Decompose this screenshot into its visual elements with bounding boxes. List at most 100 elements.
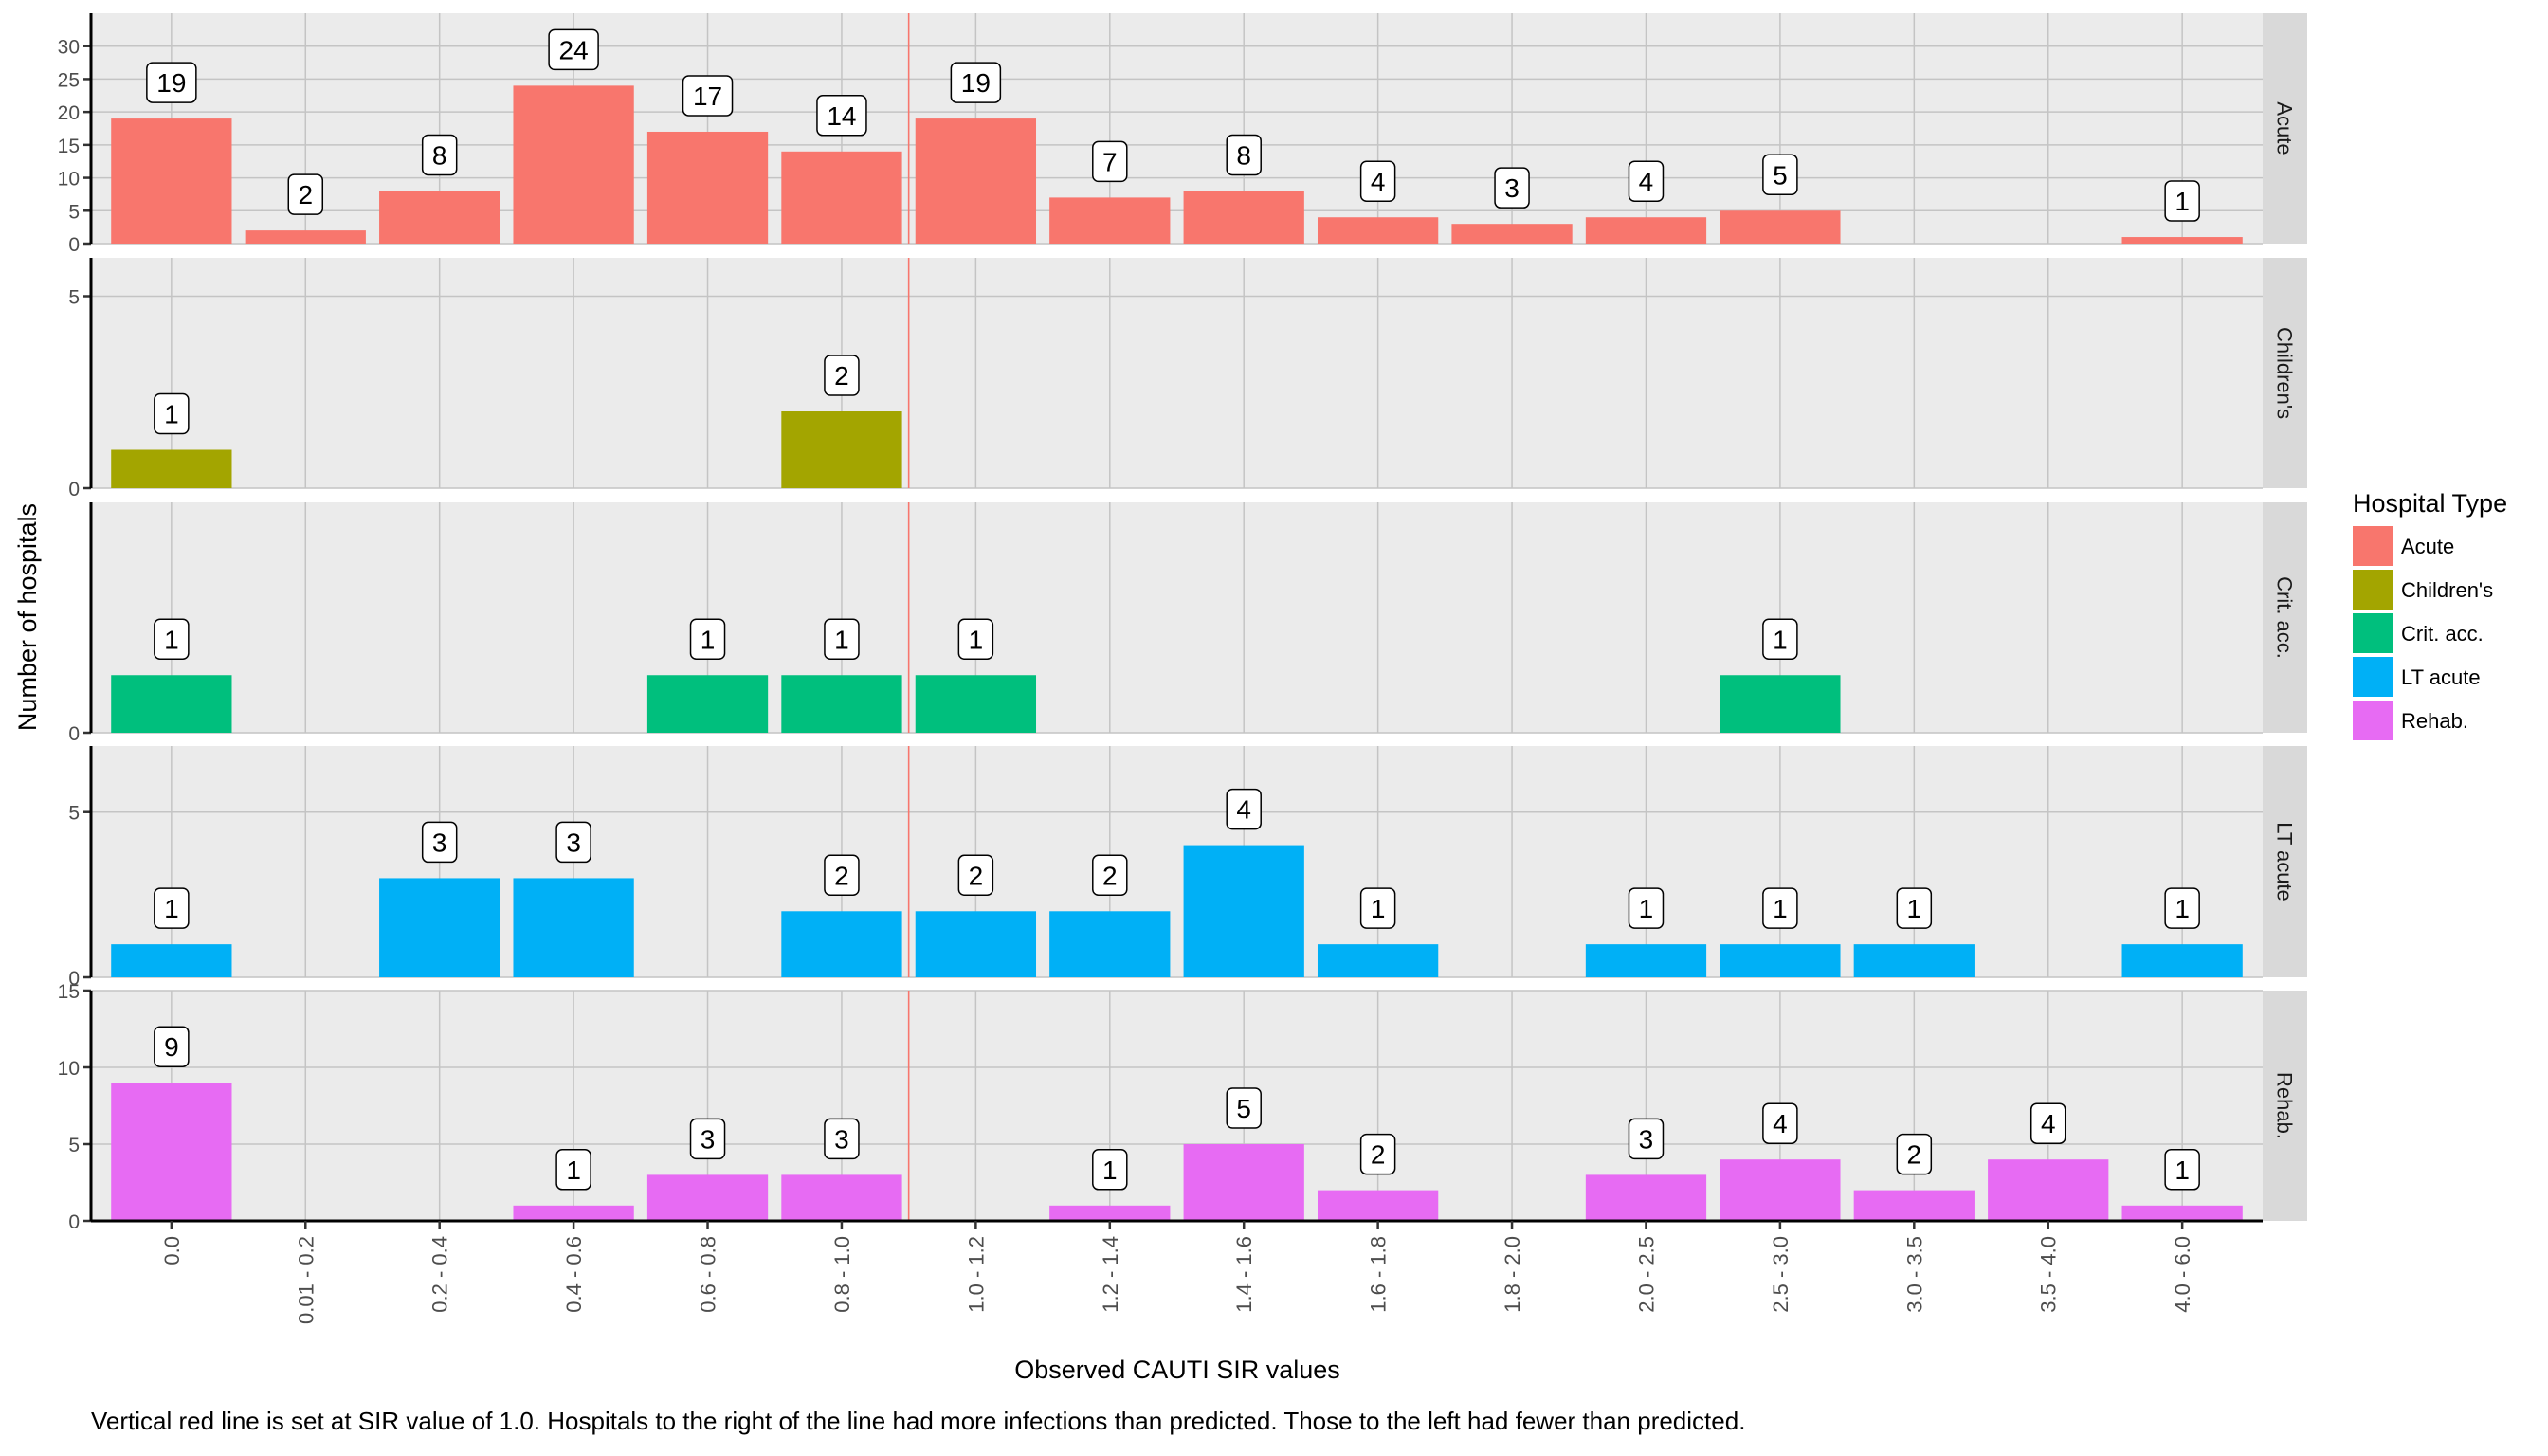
value-label-box: [2164, 887, 2200, 929]
value-label-text: 2: [834, 861, 849, 890]
value-label-box: [1628, 1118, 1665, 1160]
facet-strip: [2263, 13, 2307, 244]
value-label-box: [1092, 854, 1128, 897]
value-label: 1: [1762, 618, 1798, 660]
bar-crit-acc-0-8-1-0: [781, 675, 902, 733]
bar-acute-0-4-0-6: [513, 85, 634, 244]
value-label: 2: [1092, 854, 1128, 897]
bar-acute-2-0-2-5: [1585, 217, 1707, 244]
value-label: 1: [1359, 887, 1396, 929]
facet-strip: [2263, 258, 2307, 488]
value-label-text: 4: [1236, 795, 1251, 825]
value-label: 1: [154, 887, 190, 929]
value-label-box: [1494, 167, 1530, 209]
bar-crit-acc-2-5-3-0: [1720, 675, 1841, 733]
x-tick-label: 0.8 - 1.0: [830, 1236, 854, 1313]
bar-rehab-1-2-1-4: [1049, 1205, 1171, 1221]
panel-crit-acc: 0 1 1 1 1 1 Crit. acc.: [68, 502, 2307, 745]
value-label-text: 3: [432, 828, 447, 857]
bar-children-s-0-0: [111, 449, 232, 488]
y-tick-label: 5: [68, 803, 80, 825]
legend-items: Acute Children's Crit. acc. LT acute Rehab.: [2353, 526, 2493, 740]
bar-rehab-2-0-2-5: [1585, 1174, 1707, 1221]
x-tick-label: 2.0 - 2.5: [1634, 1236, 1658, 1313]
value-label-text: 1: [701, 625, 716, 654]
bar-lt-acute-0-0: [111, 944, 232, 977]
value-label: 3: [421, 821, 458, 864]
legend-label: Crit. acc.: [2401, 622, 2484, 646]
bar-rehab-2-5-3-0: [1720, 1159, 1841, 1221]
bar-acute-1-6-1-8: [1317, 217, 1439, 244]
facet-strip-label: Crit. acc.: [2273, 576, 2297, 659]
value-label: 7: [1092, 140, 1128, 183]
bar-rehab-0-8-1-0: [781, 1174, 902, 1221]
legend-item-acute: Acute: [2353, 526, 2454, 566]
bar-acute-0-6-0-8: [646, 131, 769, 244]
legend-label: Children's: [2401, 578, 2493, 602]
x-tick-label: 0.01 - 0.2: [294, 1236, 318, 1324]
bar-lt-acute-1-6-1-8: [1317, 944, 1439, 977]
facet-strip-label: Rehab.: [2273, 1072, 2297, 1139]
value-label-text: 5: [1236, 1094, 1251, 1123]
x-tick-label: 0.6 - 0.8: [697, 1236, 720, 1313]
value-label-box: [1762, 618, 1798, 660]
value-label-box: [2164, 180, 2200, 222]
x-tick-label: 4.0 - 6.0: [2171, 1236, 2194, 1313]
bar-lt-acute-3-0-3-5: [1853, 944, 1975, 977]
legend-title: Hospital Type: [2353, 489, 2507, 518]
value-label: 17: [682, 75, 734, 117]
bar-lt-acute-2-0-2-5: [1585, 944, 1707, 977]
value-label-box: [824, 355, 860, 396]
value-label-box: [2164, 1149, 2200, 1191]
value-label-text: 3: [834, 1124, 849, 1154]
bar-acute-4-0-6-0: [2121, 237, 2243, 244]
y-axis-title: Number of hospitals: [13, 503, 42, 731]
value-label: 3: [689, 1118, 726, 1160]
legend-label: Acute: [2401, 535, 2454, 558]
value-label-text: 4: [1639, 167, 1654, 196]
value-label: 19: [950, 62, 1002, 103]
panel-lt-acute: 0 5 1 3 3 2 2 2 4 1 1 1 1 1 LT acute: [68, 746, 2307, 990]
value-label: 5: [1226, 1087, 1262, 1129]
value-label-text: 2: [298, 180, 313, 209]
value-label-box: [1628, 887, 1665, 929]
value-label-text: 1: [969, 625, 984, 654]
value-label-text: 1: [2175, 187, 2190, 216]
bar-rehab-1-6-1-8: [1317, 1190, 1439, 1221]
value-label-box: [548, 28, 599, 71]
value-label-text: 3: [1504, 173, 1520, 203]
value-label-text: 2: [969, 861, 984, 890]
y-tick-label: 15: [58, 981, 80, 1003]
value-label-box: [824, 854, 860, 897]
bar-rehab-1-4-1-6: [1183, 1144, 1304, 1221]
value-label-box: [1226, 1087, 1262, 1129]
value-label: 1: [2164, 1149, 2200, 1191]
y-tick-label: 0: [68, 968, 80, 990]
facet-strip: [2263, 502, 2307, 733]
value-label: 2: [824, 355, 860, 396]
bar-crit-acc-1-0-1-2: [915, 675, 1037, 733]
bar-children-s-0-8-1-0: [781, 411, 902, 488]
value-label-text: 1: [1907, 894, 1922, 923]
value-label-text: 1: [834, 625, 849, 654]
legend-swatch: [2353, 657, 2393, 697]
x-tick-label: 1.2 - 1.4: [1099, 1236, 1122, 1313]
value-label: 2: [824, 854, 860, 897]
panel-background: [91, 502, 2263, 733]
value-label: 4: [1762, 1102, 1798, 1144]
x-tick-label: 0.2 - 0.4: [428, 1236, 452, 1313]
value-label: 1: [154, 618, 190, 660]
value-label-box: [1359, 887, 1396, 929]
value-label-text: 17: [693, 82, 722, 111]
value-label-box: [824, 1118, 860, 1160]
bar-lt-acute-0-2-0-4: [379, 878, 500, 977]
y-tick-label: 20: [58, 102, 80, 124]
value-label-box: [689, 1118, 726, 1160]
legend-swatch: [2353, 570, 2393, 610]
value-label-box: [154, 392, 190, 435]
value-label-box: [957, 854, 994, 897]
legend-swatch: [2353, 701, 2393, 740]
legend-swatch: [2353, 526, 2393, 566]
